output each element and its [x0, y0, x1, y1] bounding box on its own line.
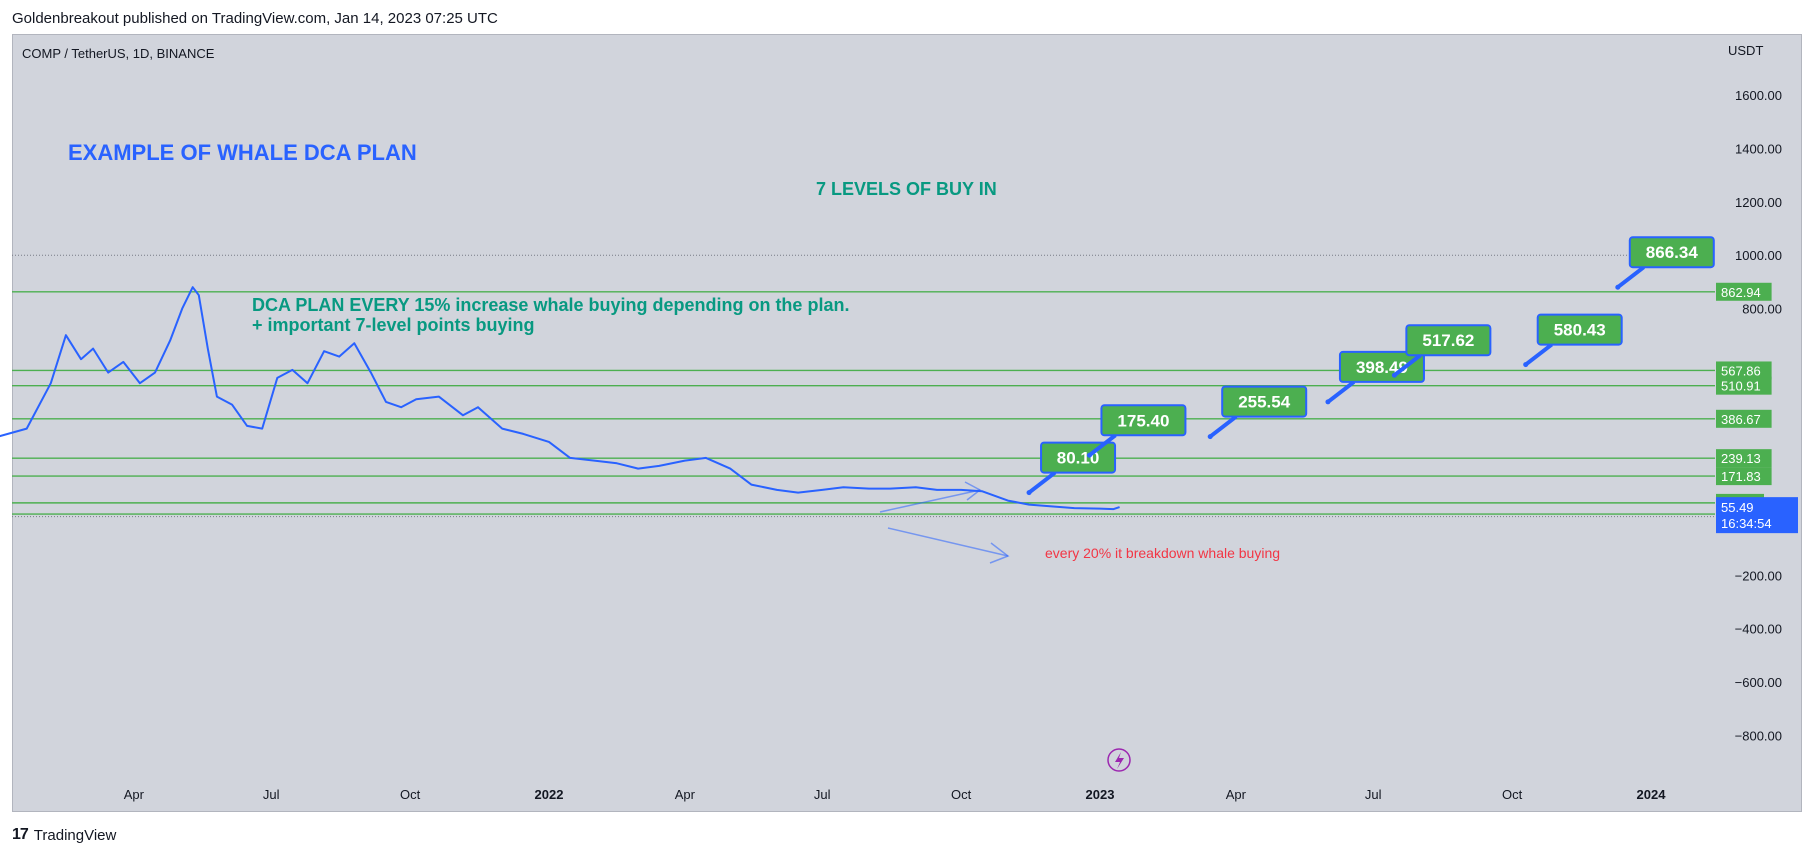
callout-pointer: [1393, 353, 1422, 377]
callout-anchor: [1615, 284, 1621, 290]
trend-arrows: [879, 481, 1010, 564]
callout-pointer: [1208, 415, 1238, 439]
arrow-down: [887, 527, 1009, 557]
y-tick-label: −600.00: [1735, 675, 1782, 690]
last-price-badge: [1716, 497, 1798, 534]
x-tick-label: Jul: [1365, 787, 1382, 802]
level-label-bg: [1716, 376, 1772, 395]
tradingview-brand: TradingView: [33, 826, 117, 844]
title-annotation: EXAMPLE OF WHALE DCA PLAN: [68, 140, 417, 165]
price-line[interactable]: [0, 286, 1120, 511]
callout-box[interactable]: [1628, 236, 1715, 269]
callout-anchor: [1207, 434, 1213, 440]
x-tick-label: Apr: [1226, 787, 1247, 802]
x-tick-label: Oct: [951, 787, 972, 802]
symbol-label: COMP / TetherUS, 1D, BINANCE: [22, 46, 215, 61]
countdown-label: 16:34:54: [1721, 516, 1772, 531]
x-tick-label: Apr: [675, 787, 696, 802]
y-tick-label: 1400.00: [1735, 142, 1782, 157]
level-label: 510.91: [1721, 379, 1761, 394]
breakdown-annotation: every 20% it breakdown whale buying: [1045, 545, 1280, 561]
levels-annotation: 7 LEVELS OF BUY IN: [816, 179, 997, 199]
x-tick-label: Oct: [1502, 787, 1523, 802]
dca-annotation-line1: DCA PLAN EVERY 15% increase whale buying…: [252, 295, 849, 315]
level-label-bg: [1716, 449, 1772, 468]
tradingview-mark-icon: 17: [12, 826, 29, 843]
y-tick-label: 800.00: [1742, 302, 1782, 317]
callout-label: 866.34: [1646, 243, 1699, 262]
level-label: 862.94: [1721, 285, 1761, 300]
callout-label: 398.49: [1356, 358, 1408, 377]
level-label: 171.83: [1721, 469, 1761, 484]
level-label-bg: [1716, 361, 1772, 380]
y-tick-label: 1600.00: [1735, 88, 1782, 103]
arrow-up-head: [964, 481, 982, 501]
chart-area[interactable]: [12, 34, 1802, 812]
x-tick-label: Jul: [263, 787, 280, 802]
x-tick-label: 2022: [535, 787, 564, 802]
level-label: 567.86: [1721, 363, 1761, 378]
callout-box[interactable]: [1100, 404, 1187, 437]
level-label-bg: [1716, 467, 1772, 486]
level-label: 239.13: [1721, 451, 1761, 466]
callout-pointer: [1027, 471, 1057, 495]
arrow-up: [879, 489, 981, 513]
arrow-down-head: [989, 542, 1010, 564]
callout-anchor: [1391, 372, 1397, 378]
last-price-label: 55.49: [1721, 500, 1754, 515]
flash-icon[interactable]: [1107, 748, 1131, 772]
callout-anchor: [1325, 399, 1331, 405]
x-tick-label: Jul: [814, 787, 831, 802]
callout-pointer: [1616, 265, 1646, 289]
y-tick-label: −400.00: [1735, 622, 1782, 637]
level-label-bg: [1716, 282, 1772, 301]
callout-anchor: [1523, 362, 1529, 368]
callout-box[interactable]: [1405, 324, 1492, 357]
callout-anchor: [1086, 452, 1092, 458]
callout-label: 255.54: [1238, 393, 1291, 412]
x-tick-label: Oct: [400, 787, 421, 802]
callout-pointer: [1326, 380, 1356, 404]
callout-box[interactable]: [1338, 350, 1425, 383]
x-tick-label: 2024: [1637, 787, 1667, 802]
y-tick-label: 1000.00: [1735, 248, 1782, 263]
x-tick-label: 2023: [1086, 787, 1115, 802]
dca-annotation-line2: + important 7-level points buying: [252, 315, 535, 335]
callout-pointer: [1524, 342, 1553, 367]
y-tick-label: 1200.00: [1735, 195, 1782, 210]
callout-label: 580.43: [1554, 321, 1606, 340]
tradingview-logo[interactable]: 17 TradingView: [12, 826, 116, 844]
y-tick-label: −800.00: [1735, 728, 1782, 743]
callout-label: 517.62: [1422, 331, 1474, 350]
callout-pointer: [1088, 433, 1117, 457]
callout-box[interactable]: [1536, 313, 1623, 346]
y-tick-label: −200.00: [1735, 568, 1782, 583]
published-line: Goldenbreakout published on TradingView.…: [12, 10, 498, 27]
callout-anchor: [1026, 490, 1032, 496]
callout-box[interactable]: [1221, 385, 1308, 418]
level-label-bg: [1716, 409, 1772, 428]
currency-label: USDT: [1728, 43, 1763, 58]
x-tick-label: Apr: [124, 787, 145, 802]
callout-label: 175.40: [1117, 411, 1169, 430]
level-label: 386.67: [1721, 412, 1761, 427]
